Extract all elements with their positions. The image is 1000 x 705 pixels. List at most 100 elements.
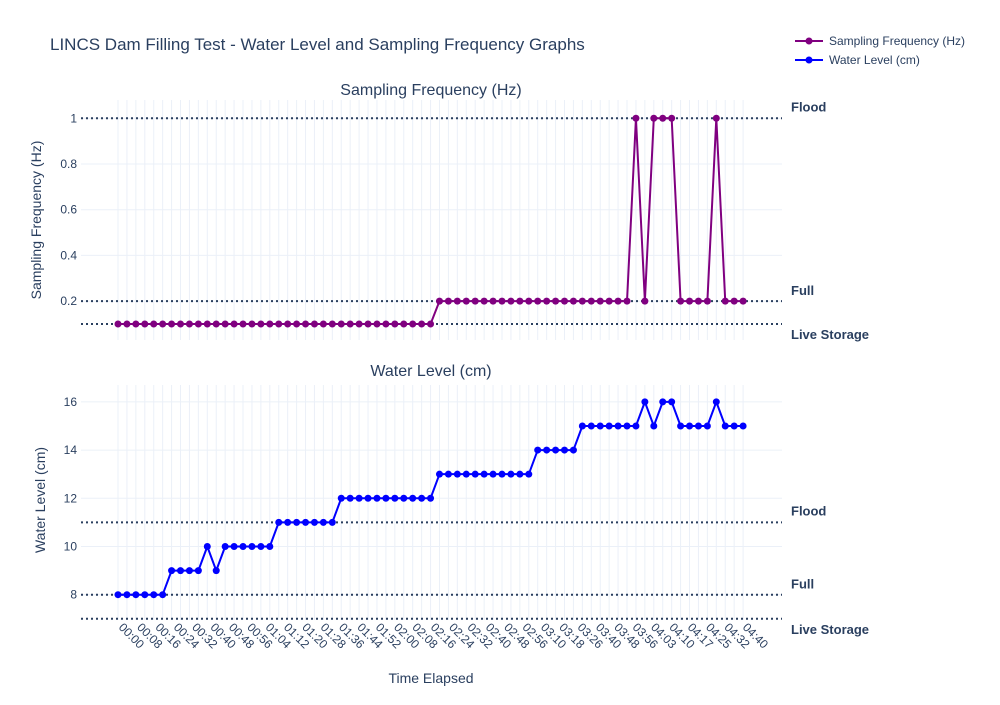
water-level-data-point [337,494,345,502]
water-level-data-point [382,494,390,502]
water-level-data-point [275,518,283,526]
sampling-frequency-data-point [516,297,524,305]
water-level-data-point [561,446,568,454]
water-level-data-point [319,518,327,526]
sampling-frequency-data-point [587,297,595,305]
sampling-frequency-y-tick-label: 1 [70,111,77,125]
sampling-frequency-data-point [239,320,247,328]
sampling-frequency-y-tick-label: 0.6 [60,203,77,217]
sampling-frequency-panel: Sampling Frequency (Hz) Sampling Frequen… [28,82,869,342]
water-level-data-point [462,470,470,478]
sampling-frequency-data-point [355,320,363,328]
sampling-frequency-data-point [212,320,220,328]
water-level-data-point [168,567,176,575]
sampling-frequency-data-point [605,297,613,305]
water-level-data-point [123,591,131,599]
sampling-frequency-data-point [489,297,497,305]
sampling-frequency-data-point [703,297,711,305]
water-level-data-point [507,470,515,478]
sampling-frequency-subtitle: Sampling Frequency (Hz) [340,82,521,99]
water-level-data-point [641,398,649,406]
water-level-data-point [721,422,729,430]
water-level-data-point [489,470,497,478]
water-level-data-point [543,446,551,454]
sampling-frequency-data-point [328,320,336,328]
water-level-data-point [471,470,479,478]
water-level-data-point [203,542,211,550]
sampling-frequency-reference-label-live-storage: Live Storage [791,327,869,342]
sampling-frequency-data-point [337,320,345,328]
water-level-data-point [659,398,667,406]
sampling-frequency-data-point [257,320,265,328]
sampling-frequency-data-point [534,297,542,305]
water-level-data-point [239,542,247,550]
sampling-frequency-data-point [569,297,577,305]
water-level-data-point [480,470,488,478]
sampling-frequency-data-point [480,297,488,305]
sampling-frequency-data-point [284,320,292,328]
sampling-frequency-data-point [346,320,354,328]
sampling-frequency-data-point [150,320,158,328]
sampling-frequency-data-point [614,297,622,305]
water-level-data-point [435,470,443,478]
sampling-frequency-data-point [132,320,140,328]
sampling-frequency-data-point [319,320,327,328]
water-level-data-point [587,422,595,430]
water-level-panel: Water Level (cm) Water Level (cm) 8 10 12 1… [32,363,869,652]
water-level-data-point [605,422,613,430]
water-level-data-point [284,518,292,526]
sampling-frequency-data-point [391,320,399,328]
sampling-frequency-data-point [686,297,694,305]
sampling-frequency-data-point [668,114,676,122]
water-level-data-point [569,446,577,454]
legend[interactable]: Sampling Frequency (Hz) Water Level (cm) [795,34,965,67]
water-level-subtitle: Water Level (cm) [370,363,491,380]
sampling-frequency-y-axis-title: Sampling Frequency (Hz) [28,141,44,300]
water-level-data-point [185,567,193,575]
sampling-frequency-data-point [471,297,479,305]
sampling-frequency-y-tick-label: 0.4 [60,248,77,262]
sampling-frequency-data-point [435,297,443,305]
sampling-frequency-data-point [677,297,685,305]
water-level-data-point [578,422,586,430]
sampling-frequency-data-point [641,297,649,305]
water-level-data-point [150,591,158,599]
sampling-frequency-data-point [177,320,185,328]
sampling-frequency-data-point [543,297,551,305]
water-level-data-point [596,422,604,430]
sampling-frequency-data-point [185,320,193,328]
sampling-frequency-reference-label-full: Full [791,283,814,298]
water-level-data-point [712,398,720,406]
water-level-y-tick-label: 14 [64,443,78,457]
sampling-frequency-data-point [302,320,310,328]
sampling-frequency-data-point [266,320,274,328]
water-level-data-point [650,422,658,430]
water-level-data-point [212,567,220,575]
x-axis-title: Time Elapsed [388,670,473,686]
legend-marker-water-level [805,56,813,64]
sampling-frequency-y-tick-label: 0.2 [60,294,77,308]
water-level-data-point [257,542,265,550]
water-level-data-point [409,494,417,502]
water-level-data-point [525,470,533,478]
legend-item-sampling-frequency[interactable]: Sampling Frequency (Hz) [795,34,965,48]
water-level-data-point [453,470,461,478]
water-level-data-point [623,422,631,430]
water-level-data-point [310,518,318,526]
water-level-data-point [248,542,256,550]
sampling-frequency-data-point [168,320,176,328]
water-level-data-point [293,518,301,526]
water-level-data-point [418,494,426,502]
legend-item-water-level[interactable]: Water Level (cm) [795,53,920,67]
water-level-data-point [739,422,747,430]
water-level-data-point [400,494,408,502]
sampling-frequency-data-point [659,114,667,122]
sampling-frequency-data-point [730,297,738,305]
sampling-frequency-data-point [739,297,747,305]
water-level-y-tick-label: 12 [64,491,78,505]
sampling-frequency-data-point [203,320,211,328]
sampling-frequency-data-point [444,297,452,305]
sampling-frequency-data-point [159,320,167,328]
water-level-data-point [132,591,140,599]
